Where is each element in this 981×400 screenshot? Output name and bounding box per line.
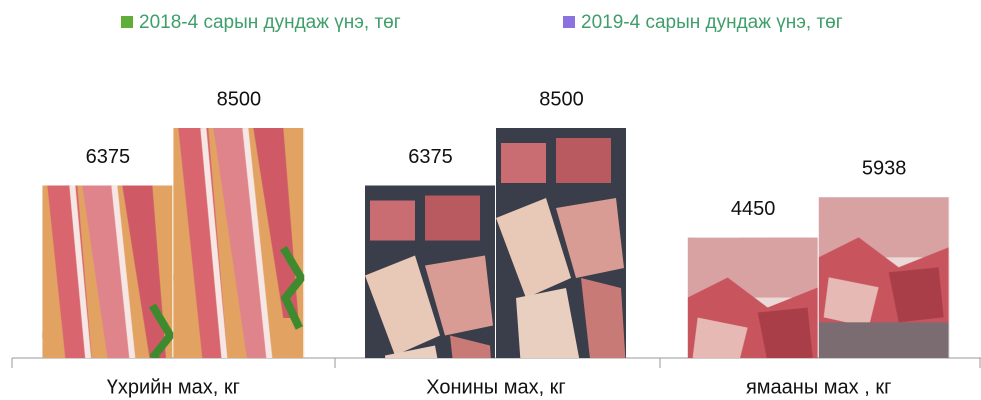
value-label: 6375 <box>408 146 453 168</box>
legend-swatch <box>121 16 133 28</box>
bar <box>365 185 496 358</box>
bar <box>687 237 819 358</box>
legend-label: 2019-4 сарын дундаж үнэ, төг <box>581 12 843 33</box>
legend-label: 2018-4 сарын дундаж үнэ, төг <box>139 12 401 33</box>
value-label: 8500 <box>539 88 584 110</box>
value-label: 4450 <box>731 198 776 220</box>
bar <box>496 128 627 358</box>
bar <box>818 197 950 358</box>
value-label: 8500 <box>217 88 262 110</box>
bar <box>42 185 174 358</box>
x-tick-label: Үхрийн мах, кг <box>107 376 240 398</box>
value-label: 5938 <box>862 158 907 180</box>
bar <box>173 128 305 358</box>
x-tick-label: Хонины мах, кг <box>426 376 565 398</box>
x-tick-label: ямааны мах , кг <box>746 376 891 398</box>
value-label: 6375 <box>86 146 131 168</box>
legend-swatch <box>563 16 575 28</box>
